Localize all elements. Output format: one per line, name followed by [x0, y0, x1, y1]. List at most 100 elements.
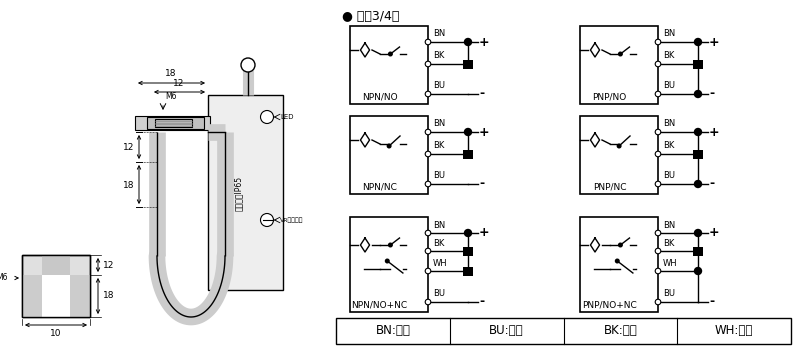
Text: BK: BK: [663, 239, 674, 247]
Text: 12: 12: [174, 79, 185, 88]
Circle shape: [426, 91, 430, 97]
Text: 12: 12: [103, 260, 114, 270]
Text: WH: WH: [433, 258, 448, 268]
Text: BU: BU: [433, 171, 445, 181]
Circle shape: [465, 128, 471, 136]
Text: -: -: [479, 88, 484, 101]
Text: PNP/NC: PNP/NC: [593, 182, 626, 191]
Text: BK: BK: [433, 51, 444, 61]
Text: -: -: [479, 295, 484, 308]
Bar: [693, 150, 703, 158]
Text: BK: BK: [663, 51, 674, 61]
Circle shape: [389, 243, 392, 247]
Bar: [463, 150, 473, 158]
Circle shape: [426, 268, 430, 274]
Text: BN: BN: [663, 119, 675, 128]
Bar: [580, 116, 658, 194]
Text: -: -: [479, 177, 484, 190]
Circle shape: [694, 128, 702, 136]
Bar: [350, 116, 428, 194]
Text: BK: BK: [433, 239, 444, 247]
Text: VR感度调节: VR感度调节: [280, 217, 303, 223]
Circle shape: [465, 230, 471, 237]
Bar: [463, 266, 473, 276]
Text: BN: BN: [663, 30, 675, 38]
Text: -: -: [709, 88, 714, 101]
Circle shape: [694, 230, 702, 237]
Bar: [463, 59, 473, 69]
Circle shape: [618, 52, 622, 56]
Circle shape: [694, 90, 702, 98]
Text: M6: M6: [0, 274, 8, 283]
Circle shape: [655, 151, 661, 157]
Text: 防护等级IP65: 防护等级IP65: [234, 175, 242, 210]
Text: PNP/NO+NC: PNP/NO+NC: [582, 301, 637, 309]
Bar: [22, 275, 42, 317]
Bar: [693, 246, 703, 256]
Circle shape: [655, 39, 661, 45]
Circle shape: [618, 144, 621, 148]
Circle shape: [387, 144, 391, 148]
Circle shape: [426, 248, 430, 254]
Bar: [208, 95, 283, 290]
Bar: [42, 275, 70, 317]
Bar: [22, 255, 90, 317]
Bar: [70, 275, 90, 317]
Text: BU: BU: [663, 82, 675, 90]
Text: BK:黑色: BK:黑色: [603, 325, 638, 338]
Text: BN: BN: [433, 119, 446, 128]
Text: +: +: [479, 126, 490, 138]
Circle shape: [426, 181, 430, 187]
Bar: [693, 59, 703, 69]
Text: BN: BN: [433, 30, 446, 38]
Text: PNP/NO: PNP/NO: [593, 93, 626, 101]
Circle shape: [426, 39, 430, 45]
Bar: [580, 217, 658, 312]
Text: 18: 18: [122, 181, 134, 189]
Bar: [580, 26, 658, 104]
Text: +: +: [479, 36, 490, 49]
Circle shape: [655, 230, 661, 236]
Text: +: +: [709, 36, 720, 49]
Circle shape: [655, 61, 661, 67]
Text: WH: WH: [663, 258, 678, 268]
Text: LED: LED: [280, 114, 294, 120]
Circle shape: [615, 259, 619, 263]
Bar: [350, 217, 428, 312]
Text: +: +: [709, 126, 720, 138]
Circle shape: [389, 52, 392, 56]
Circle shape: [655, 181, 661, 187]
Circle shape: [655, 268, 661, 274]
Circle shape: [618, 243, 622, 247]
Bar: [350, 26, 428, 104]
Text: 10: 10: [50, 329, 62, 338]
Circle shape: [261, 111, 274, 124]
Circle shape: [386, 259, 389, 263]
Bar: [22, 255, 90, 317]
Circle shape: [426, 299, 430, 305]
Text: BK: BK: [433, 142, 444, 151]
Bar: [155, 119, 192, 127]
Text: NPN/NO+NC: NPN/NO+NC: [351, 301, 408, 309]
Circle shape: [241, 58, 255, 72]
Text: -: -: [709, 295, 714, 308]
Text: BU: BU: [433, 289, 445, 298]
Text: M6: M6: [165, 92, 177, 101]
Text: +: +: [709, 226, 720, 239]
Circle shape: [426, 129, 430, 135]
Circle shape: [655, 299, 661, 305]
Bar: [42, 255, 70, 275]
Text: BN: BN: [663, 220, 675, 230]
Text: ● 直流3/4线: ● 直流3/4线: [342, 10, 399, 23]
Circle shape: [655, 129, 661, 135]
Text: BU: BU: [663, 289, 675, 298]
Bar: [336, 318, 791, 344]
Circle shape: [694, 268, 702, 275]
Circle shape: [694, 181, 702, 188]
Text: 12: 12: [122, 143, 134, 151]
Bar: [463, 246, 473, 256]
Circle shape: [655, 248, 661, 254]
Circle shape: [261, 214, 274, 226]
Text: BU:兰色: BU:兰色: [490, 325, 524, 338]
Text: NPN/NC: NPN/NC: [362, 182, 397, 191]
